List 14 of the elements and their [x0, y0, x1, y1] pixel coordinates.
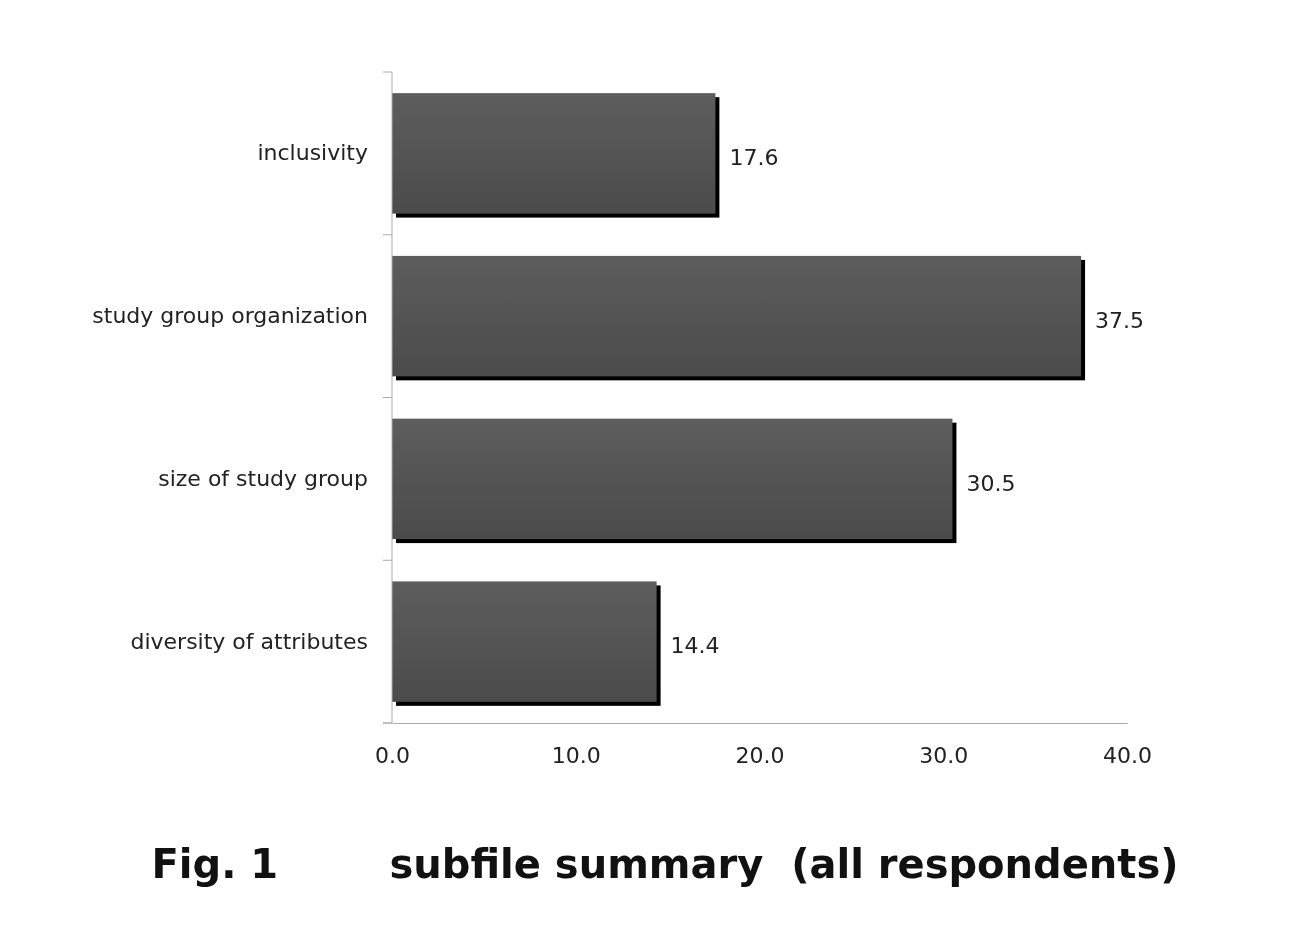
x-tick-label: 20.0	[735, 742, 785, 768]
data-label: 17.6	[729, 145, 779, 171]
text: Fig. 1 subfile summary (all respondents)	[151, 841, 1179, 887]
y-tick-label: study group organization	[92, 303, 368, 329]
data-label: 30.5	[966, 470, 1016, 496]
data-label: 37.5	[1095, 307, 1145, 333]
x-tick-label: 30.0	[919, 742, 969, 768]
y-tick-label: size of study group	[158, 465, 368, 491]
data-label: 14.4	[670, 633, 720, 659]
x-tick-label: 40.0	[1103, 742, 1152, 768]
x-tick-label: 0.0	[375, 742, 410, 768]
x-tick-label: 10.0	[551, 742, 601, 768]
y-tick-label: inclusivity	[257, 140, 368, 166]
y-tick-label: diversity of attributes	[130, 628, 368, 654]
